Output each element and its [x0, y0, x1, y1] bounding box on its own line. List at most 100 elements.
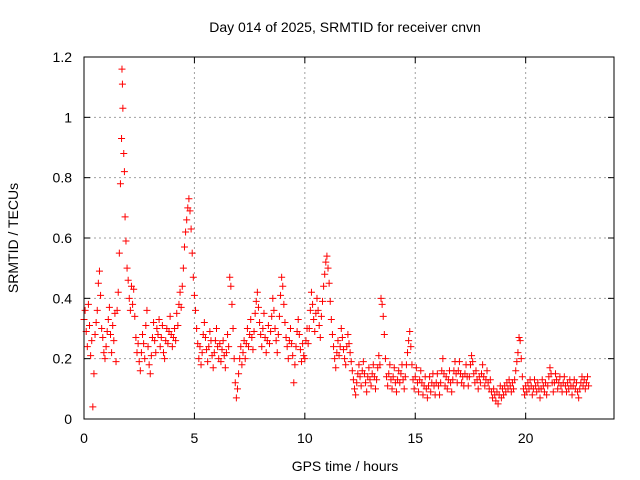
data-point — [410, 385, 418, 393]
data-point — [190, 291, 198, 299]
data-point — [94, 279, 102, 287]
data-point — [423, 394, 431, 402]
data-point — [102, 343, 110, 351]
data-point — [369, 361, 377, 369]
data-point — [405, 337, 413, 345]
data-point — [415, 388, 423, 396]
data-point — [319, 297, 326, 305]
data-point — [172, 337, 180, 345]
data-point — [490, 385, 498, 393]
axis-ticks-layer: 0 0.2 0.4 0.6 0.8 1 1.2 0 5 10 15 20 — [53, 49, 614, 446]
data-point — [252, 297, 260, 305]
data-point — [335, 352, 343, 360]
data-point — [275, 312, 283, 320]
data-point — [129, 300, 137, 308]
data-point — [465, 373, 473, 381]
data-point — [81, 306, 89, 314]
data-point — [518, 373, 526, 381]
data-point — [119, 104, 127, 112]
data-point — [210, 349, 218, 357]
data-point — [198, 349, 206, 357]
data-point — [262, 349, 270, 357]
data-point — [237, 343, 245, 351]
data-point — [301, 355, 309, 363]
data-point — [124, 276, 132, 284]
data-point — [271, 325, 279, 332]
data-point — [99, 334, 107, 342]
data-point — [253, 288, 261, 296]
data-point — [182, 228, 190, 236]
data-point — [300, 352, 308, 360]
data-point — [408, 361, 416, 369]
data-point — [92, 318, 100, 326]
data-point — [366, 376, 374, 384]
data-point — [95, 267, 103, 275]
data-point — [313, 294, 321, 302]
data-point — [307, 288, 315, 296]
data-point — [311, 328, 319, 336]
data-point — [314, 306, 322, 314]
data-point — [298, 358, 306, 366]
data-point — [110, 337, 118, 345]
data-point — [341, 355, 349, 363]
data-point — [249, 346, 257, 354]
data-point — [132, 334, 140, 342]
data-point — [295, 331, 303, 339]
data-point — [160, 349, 167, 357]
data-point — [147, 352, 155, 360]
data-point — [328, 331, 336, 339]
data-point — [109, 321, 117, 329]
data-point — [213, 325, 220, 332]
y-tick-label: 0.6 — [53, 230, 73, 246]
data-point — [260, 309, 268, 317]
data-point — [481, 382, 489, 390]
data-point — [179, 264, 187, 272]
y-axis-label: SRMTID / TECUs — [5, 183, 21, 293]
data-point — [342, 361, 350, 369]
data-point — [130, 285, 138, 293]
data-point — [118, 80, 126, 88]
data-point — [146, 370, 154, 378]
data-point — [386, 361, 394, 369]
data-point — [344, 331, 352, 339]
data-point — [168, 343, 176, 351]
data-point — [356, 373, 364, 381]
data-point — [464, 382, 472, 390]
y-tick-label: 0 — [64, 411, 72, 427]
data-point — [330, 343, 338, 351]
data-point — [254, 303, 262, 311]
data-point — [353, 379, 361, 387]
data-point — [186, 207, 194, 215]
data-point — [259, 325, 267, 332]
data-point — [306, 306, 314, 314]
data-point — [543, 391, 551, 399]
data-point — [294, 315, 302, 323]
data-point — [483, 367, 491, 375]
data-point — [417, 367, 425, 375]
data-point — [88, 337, 96, 345]
data-point — [321, 270, 329, 278]
data-point — [122, 237, 130, 245]
data-point — [161, 355, 169, 363]
data-point — [472, 367, 480, 375]
data-point — [258, 343, 266, 351]
data-point — [241, 355, 249, 363]
data-point — [188, 249, 196, 257]
data-point — [151, 337, 159, 345]
data-point — [257, 331, 265, 339]
data-point — [131, 312, 139, 320]
data-point — [347, 358, 355, 366]
data-point — [278, 273, 286, 281]
data-point — [112, 358, 120, 366]
data-point — [280, 300, 288, 308]
data-point — [289, 352, 297, 360]
data-point — [164, 340, 172, 348]
y-tick-label: 1.2 — [53, 49, 73, 65]
data-point — [90, 370, 98, 378]
data-point — [568, 391, 576, 399]
data-point — [183, 216, 191, 224]
data-point — [201, 334, 209, 342]
data-point — [292, 343, 300, 351]
data-point — [385, 370, 393, 378]
